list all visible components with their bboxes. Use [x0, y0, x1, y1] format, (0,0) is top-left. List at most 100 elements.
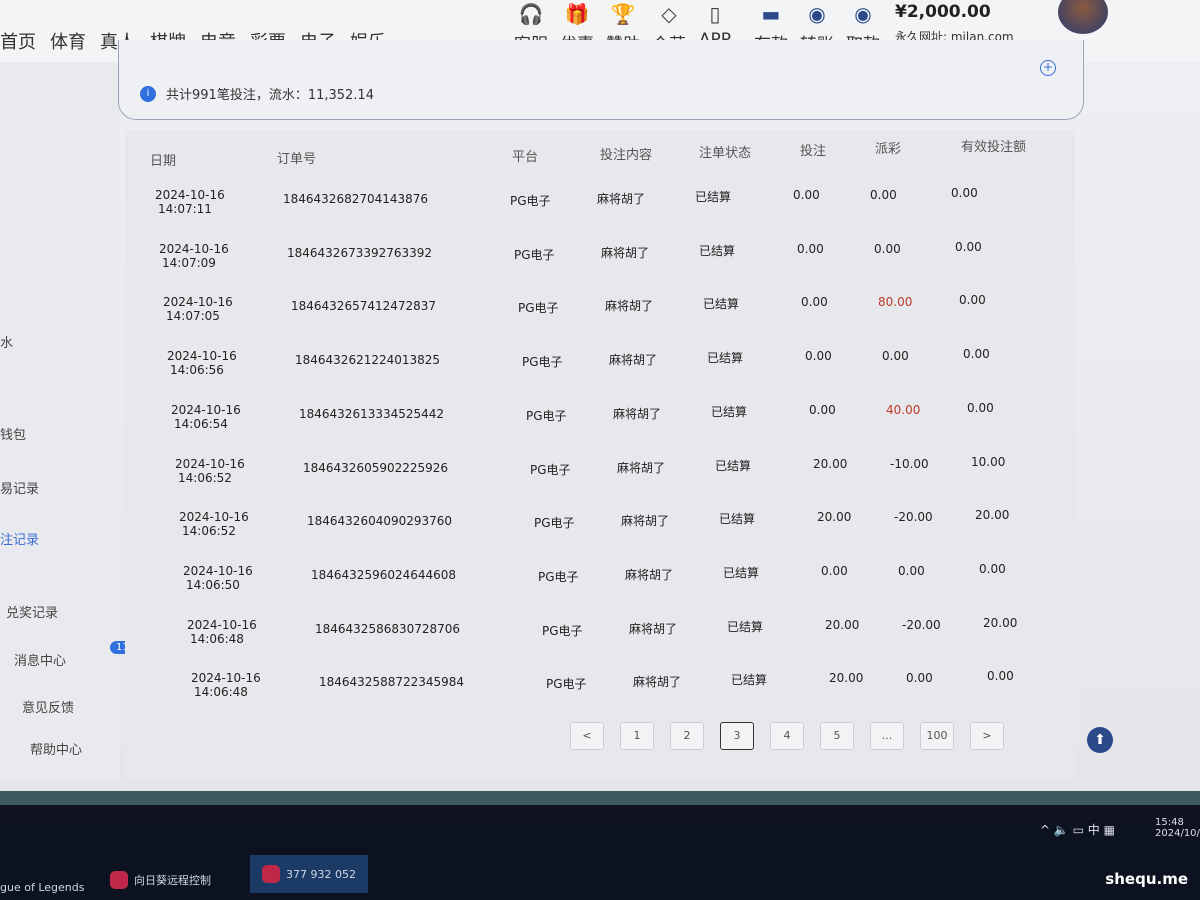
cell-bet: 20.00	[817, 510, 852, 525]
avatar[interactable]	[1058, 0, 1108, 34]
page-button-1[interactable]: 1	[620, 722, 654, 750]
cell-valid: 0.00	[955, 239, 982, 254]
cell-order: 1846432621224013825	[295, 353, 441, 368]
cell-status: 已结算	[723, 565, 760, 580]
sidebar-item[interactable]: 易记录	[0, 482, 40, 497]
table-row[interactable]: 2024-10-16 14:07:11 1846432682704143876 PG电…	[125, 186, 1025, 244]
page-button-100[interactable]: 100	[920, 722, 954, 750]
add-icon[interactable]: +	[1040, 60, 1056, 76]
cell-valid: 0.00	[979, 561, 1006, 576]
cell-time: 14:06:52	[182, 524, 236, 539]
cell-time: 14:06:52	[178, 470, 232, 485]
taskbar-item-sunlogin[interactable]: 向日葵远程控制	[110, 871, 211, 889]
taskbar-item-lol[interactable]: gue of Legends	[0, 881, 84, 894]
prev-page-button[interactable]: <	[570, 722, 604, 750]
page-button-3[interactable]: 3	[720, 722, 754, 750]
cell-date: 2024-10-16	[179, 510, 249, 525]
table-row[interactable]: 2024-10-16 14:06:52 1846432604090293760 PG电…	[167, 508, 1067, 568]
cell-valid: 0.00	[967, 400, 994, 415]
cell-platform: PG电子	[542, 623, 583, 638]
cell-valid: 0.00	[959, 293, 986, 308]
cell-time: 14:06:54	[174, 416, 228, 431]
cell-payout: 0.00	[870, 188, 897, 202]
column-header: 日期	[150, 154, 177, 169]
cell-payout: 0.00	[906, 671, 933, 686]
cell-status: 已结算	[703, 297, 740, 312]
cell-payout: 80.00	[878, 295, 913, 310]
cell-order: 1846432604090293760	[307, 514, 453, 529]
cell-time: 14:06:48	[190, 631, 244, 646]
sidebar-item[interactable]: 注记录	[0, 533, 40, 548]
sidebar-item[interactable]: 水	[0, 336, 14, 351]
table-row[interactable]: 2024-10-16 14:06:54 1846432613334525442 PG电…	[153, 401, 1053, 460]
cell-platform: PG电子	[510, 194, 551, 208]
nav-item[interactable]: 首页	[0, 32, 36, 53]
gift-icon: 🎁	[564, 2, 590, 26]
page-button-4[interactable]: 4	[770, 722, 804, 750]
cell-payout: 40.00	[886, 402, 921, 417]
cell-status: 已结算	[727, 619, 764, 634]
cell-order: 1846432586830728706	[315, 621, 461, 636]
cell-platform: PG电子	[514, 247, 555, 262]
cell-date: 2024-10-16	[183, 563, 253, 578]
cell-status: 已结算	[707, 351, 744, 366]
next-page-button[interactable]: >	[970, 722, 1004, 750]
page-button-5[interactable]: 5	[820, 722, 854, 750]
cell-content: 麻将胡了	[597, 192, 646, 206]
ime-indicator[interactable]: 中	[1087, 823, 1100, 837]
taskbar: gue of Legends 向日葵远程控制 377 932 052 ^ 🔈 ▭…	[0, 817, 1200, 900]
cell-content: 麻将胡了	[609, 353, 658, 368]
page-button-...[interactable]: ...	[870, 722, 904, 750]
cell-time: 14:06:56	[170, 363, 224, 378]
cell-platform: PG电子	[530, 462, 571, 477]
cell-content: 麻将胡了	[613, 406, 662, 421]
pagination: <1 2 3 4 5... 100 >	[570, 722, 1004, 750]
table-row[interactable]: 2024-10-16 14:07:09 1846432673392763392 PG电…	[132, 240, 1032, 298]
sidebar: 水钱包易记录注记录兑奖记录消息中心意见反馈帮助中心	[0, 62, 120, 782]
cell-payout: -20.00	[902, 617, 941, 632]
cell-time: 14:07:11	[158, 202, 212, 216]
cell-payout: -10.00	[890, 456, 929, 471]
nav-item[interactable]: 体育	[50, 32, 86, 53]
cell-payout: -20.00	[894, 510, 933, 525]
table-row[interactable]: 2024-10-16 14:06:48 1846432586830728706 PG电…	[181, 616, 1081, 676]
cell-date: 2024-10-16	[159, 241, 229, 256]
cell-platform: PG电子	[526, 408, 567, 423]
cell-date: 2024-10-16	[171, 402, 241, 417]
table-row[interactable]: 2024-10-16 14:06:50 1846432596024644608 PG电…	[174, 562, 1074, 622]
cell-date: 2024-10-16	[191, 671, 261, 686]
table-row[interactable]: 2024-10-16 14:06:52 1846432605902225926 PG电…	[160, 455, 1060, 514]
cell-content: 麻将胡了	[621, 514, 670, 529]
table-row[interactable]: 2024-10-16 14:07:05 1846432657412472837 PG电…	[139, 293, 1039, 352]
table-row[interactable]: 2024-10-16 14:06:48 1846432588722345984 PG电…	[188, 669, 1088, 730]
cell-order: 1846432673392763392	[287, 245, 433, 260]
cell-content: 麻将胡了	[633, 675, 682, 690]
cell-platform: PG电子	[546, 677, 587, 692]
table-row[interactable]: 2024-10-16 14:06:56 1846432621224013825 PG电…	[146, 347, 1046, 406]
cell-date: 2024-10-16	[187, 617, 257, 632]
watermark: shequ.me	[1105, 870, 1188, 888]
page-button-2[interactable]: 2	[670, 722, 704, 750]
balance[interactable]: ¥2,000.00	[895, 2, 991, 22]
sidebar-item[interactable]: 消息中心	[14, 654, 67, 669]
sidebar-item[interactable]: 意见反馈	[22, 701, 75, 716]
browser-screen: 首页体育真人棋牌电竞彩票电子娱乐 🎧客服🎁优惠🏆赞助◇合营▯APP▬存款◉转账◉…	[0, 0, 1200, 805]
cell-bet: 0.00	[821, 563, 848, 578]
sidebar-item[interactable]: 兑奖记录	[6, 606, 59, 621]
column-header: 投注	[800, 144, 827, 159]
cell-bet: 20.00	[829, 671, 864, 686]
cell-status: 已结算	[731, 673, 768, 688]
back-to-top-icon[interactable]: ⬆	[1087, 727, 1113, 753]
column-header: 平台	[512, 150, 539, 165]
summary-bar: i 共计991笔投注，流水：11,352.14	[140, 84, 374, 103]
sidebar-item[interactable]: 帮助中心	[30, 743, 83, 758]
taskbar-item-remote-id[interactable]: 377 932 052	[250, 855, 368, 893]
cell-time: 14:06:50	[186, 577, 240, 592]
cell-valid: 0.00	[951, 186, 978, 200]
column-header: 有效投注额	[961, 140, 1027, 155]
cell-content: 麻将胡了	[617, 460, 666, 475]
clock[interactable]: 15:48 2024/10/	[1155, 817, 1200, 839]
taskbar-label: 377 932 052	[286, 867, 356, 881]
sidebar-item[interactable]: 钱包	[0, 428, 27, 443]
cell-time: 14:06:48	[194, 685, 248, 700]
